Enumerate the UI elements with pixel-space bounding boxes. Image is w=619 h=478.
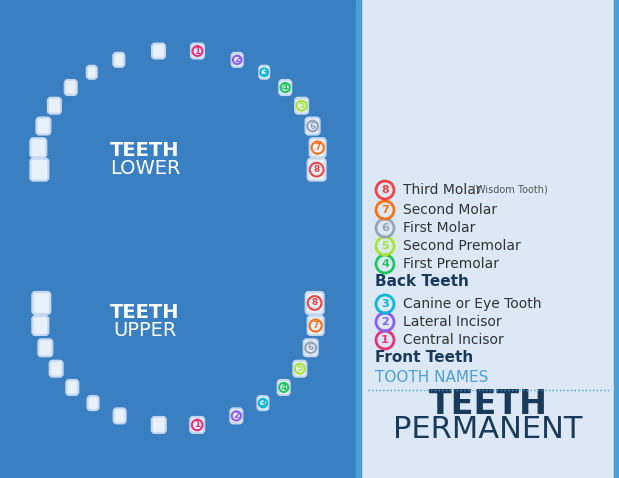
Text: Third Molar: Third Molar [403,183,482,197]
FancyBboxPatch shape [114,408,126,424]
Text: 8: 8 [311,298,318,307]
Text: TOOTH NAMES: TOOTH NAMES [375,369,488,384]
Text: 7: 7 [381,205,389,215]
Text: TEETH: TEETH [110,303,180,322]
Text: Central Incisor: Central Incisor [403,333,504,347]
Text: Front Teeth: Front Teeth [375,350,474,366]
FancyBboxPatch shape [293,361,306,377]
FancyBboxPatch shape [358,0,619,478]
Text: 1: 1 [381,335,389,345]
FancyBboxPatch shape [66,380,78,395]
Text: 3: 3 [260,399,266,408]
FancyBboxPatch shape [50,361,63,377]
Bar [614,0,619,478]
Text: Second Molar: Second Molar [403,203,497,217]
FancyBboxPatch shape [308,316,324,335]
Text: 5: 5 [381,241,389,251]
FancyBboxPatch shape [278,380,290,395]
FancyBboxPatch shape [259,66,269,79]
Text: Lateral Incisor: Lateral Incisor [403,315,501,329]
Text: 8: 8 [381,185,389,195]
Text: 7: 7 [314,143,321,152]
Text: PERMANENT: PERMANENT [393,415,582,445]
FancyBboxPatch shape [232,53,243,67]
FancyBboxPatch shape [87,396,98,410]
FancyBboxPatch shape [32,292,50,314]
FancyBboxPatch shape [310,138,326,157]
Text: Back Teeth: Back Teeth [375,274,469,290]
Text: 2: 2 [381,317,389,327]
FancyBboxPatch shape [308,159,326,181]
FancyBboxPatch shape [32,316,48,335]
Text: 3: 3 [381,299,389,309]
Text: 4: 4 [381,259,389,269]
FancyBboxPatch shape [279,80,292,95]
FancyBboxPatch shape [190,417,204,433]
Text: Second Premolar: Second Premolar [403,239,521,253]
FancyBboxPatch shape [306,292,324,314]
Text: 1: 1 [194,46,201,55]
FancyBboxPatch shape [295,98,308,114]
Text: 5: 5 [297,364,303,373]
FancyBboxPatch shape [306,118,319,135]
FancyBboxPatch shape [113,53,124,67]
Text: 2: 2 [234,55,240,65]
Text: 5: 5 [298,101,305,110]
Text: 4: 4 [280,383,287,392]
Text: First Premolar: First Premolar [403,257,499,271]
FancyBboxPatch shape [191,43,204,58]
FancyBboxPatch shape [230,408,242,424]
Text: 6: 6 [308,343,314,352]
Text: Canine or Eye Tooth: Canine or Eye Tooth [403,297,542,311]
FancyBboxPatch shape [30,159,48,181]
Text: TEETH: TEETH [110,141,180,160]
Text: 4: 4 [282,83,288,92]
Text: 1: 1 [194,421,201,429]
Text: 3: 3 [261,68,267,77]
Text: 7: 7 [313,321,319,330]
Text: 2: 2 [233,412,240,420]
Text: LOWER: LOWER [110,159,180,177]
FancyBboxPatch shape [38,339,53,356]
Bar [356,0,361,478]
Text: 8: 8 [313,165,320,174]
FancyBboxPatch shape [258,396,269,410]
Text: 6: 6 [381,223,389,233]
Text: (Wisdom Tooth): (Wisdom Tooth) [469,185,548,195]
FancyBboxPatch shape [30,138,46,157]
FancyBboxPatch shape [87,66,97,79]
Text: TEETH: TEETH [428,389,547,422]
FancyBboxPatch shape [152,43,165,58]
FancyBboxPatch shape [152,417,166,433]
FancyBboxPatch shape [65,80,77,95]
Text: 6: 6 [310,121,316,130]
Text: First Molar: First Molar [403,221,475,235]
FancyBboxPatch shape [304,339,318,356]
FancyBboxPatch shape [37,118,50,135]
Text: UPPER: UPPER [113,321,176,339]
FancyBboxPatch shape [48,98,61,114]
